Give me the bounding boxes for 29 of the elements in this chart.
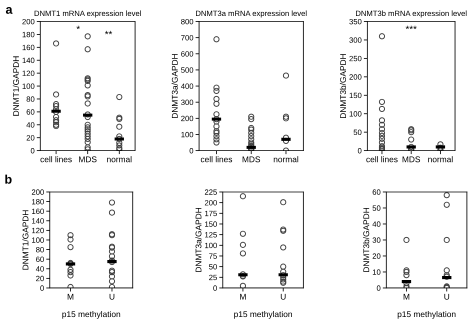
x-tick-label: U [280, 294, 286, 300]
x-tick-label: MDS [402, 156, 420, 162]
y-axis-title: DNMT3b/GAPDH [363, 208, 370, 272]
annotation: * [76, 26, 80, 30]
y-axis-title: DNMT3b/GAPDH [340, 54, 346, 118]
text: b [5, 174, 12, 184]
x-axis-title: p15 methylation [398, 311, 456, 319]
annotation: ** [104, 30, 112, 34]
annotation: *** [406, 26, 417, 30]
x-axis-title: p15 methylation [234, 311, 292, 319]
text: a [6, 7, 13, 14]
x-tick-label: MDS [79, 156, 97, 162]
x-tick-label: MDS [242, 156, 260, 162]
x-tick-label: normal [274, 156, 298, 162]
x-tick-label: normal [107, 156, 132, 162]
x-tick-label: U [444, 294, 450, 300]
x-tick-label: M [240, 294, 246, 300]
x-tick-label: cell lines [200, 156, 232, 162]
x-tick-label: normal [428, 156, 453, 162]
x-axis-title: p15 methylation [62, 311, 120, 319]
y-axis-title: DNMT1/GAPDH [22, 210, 28, 270]
x-tick-label: cell lines [366, 156, 398, 162]
y-axis-title: DNMT3a/GAPDH [195, 208, 202, 272]
y-axis-title: DNMT3a/GAPDH [172, 54, 178, 118]
y-axis-title: DNMT1/GAPDH [12, 56, 19, 116]
x-tick-label: cell lines [40, 156, 72, 162]
x-tick-label: M [404, 294, 410, 300]
x-tick-label: U [110, 294, 114, 300]
x-tick-label: M [68, 294, 74, 300]
